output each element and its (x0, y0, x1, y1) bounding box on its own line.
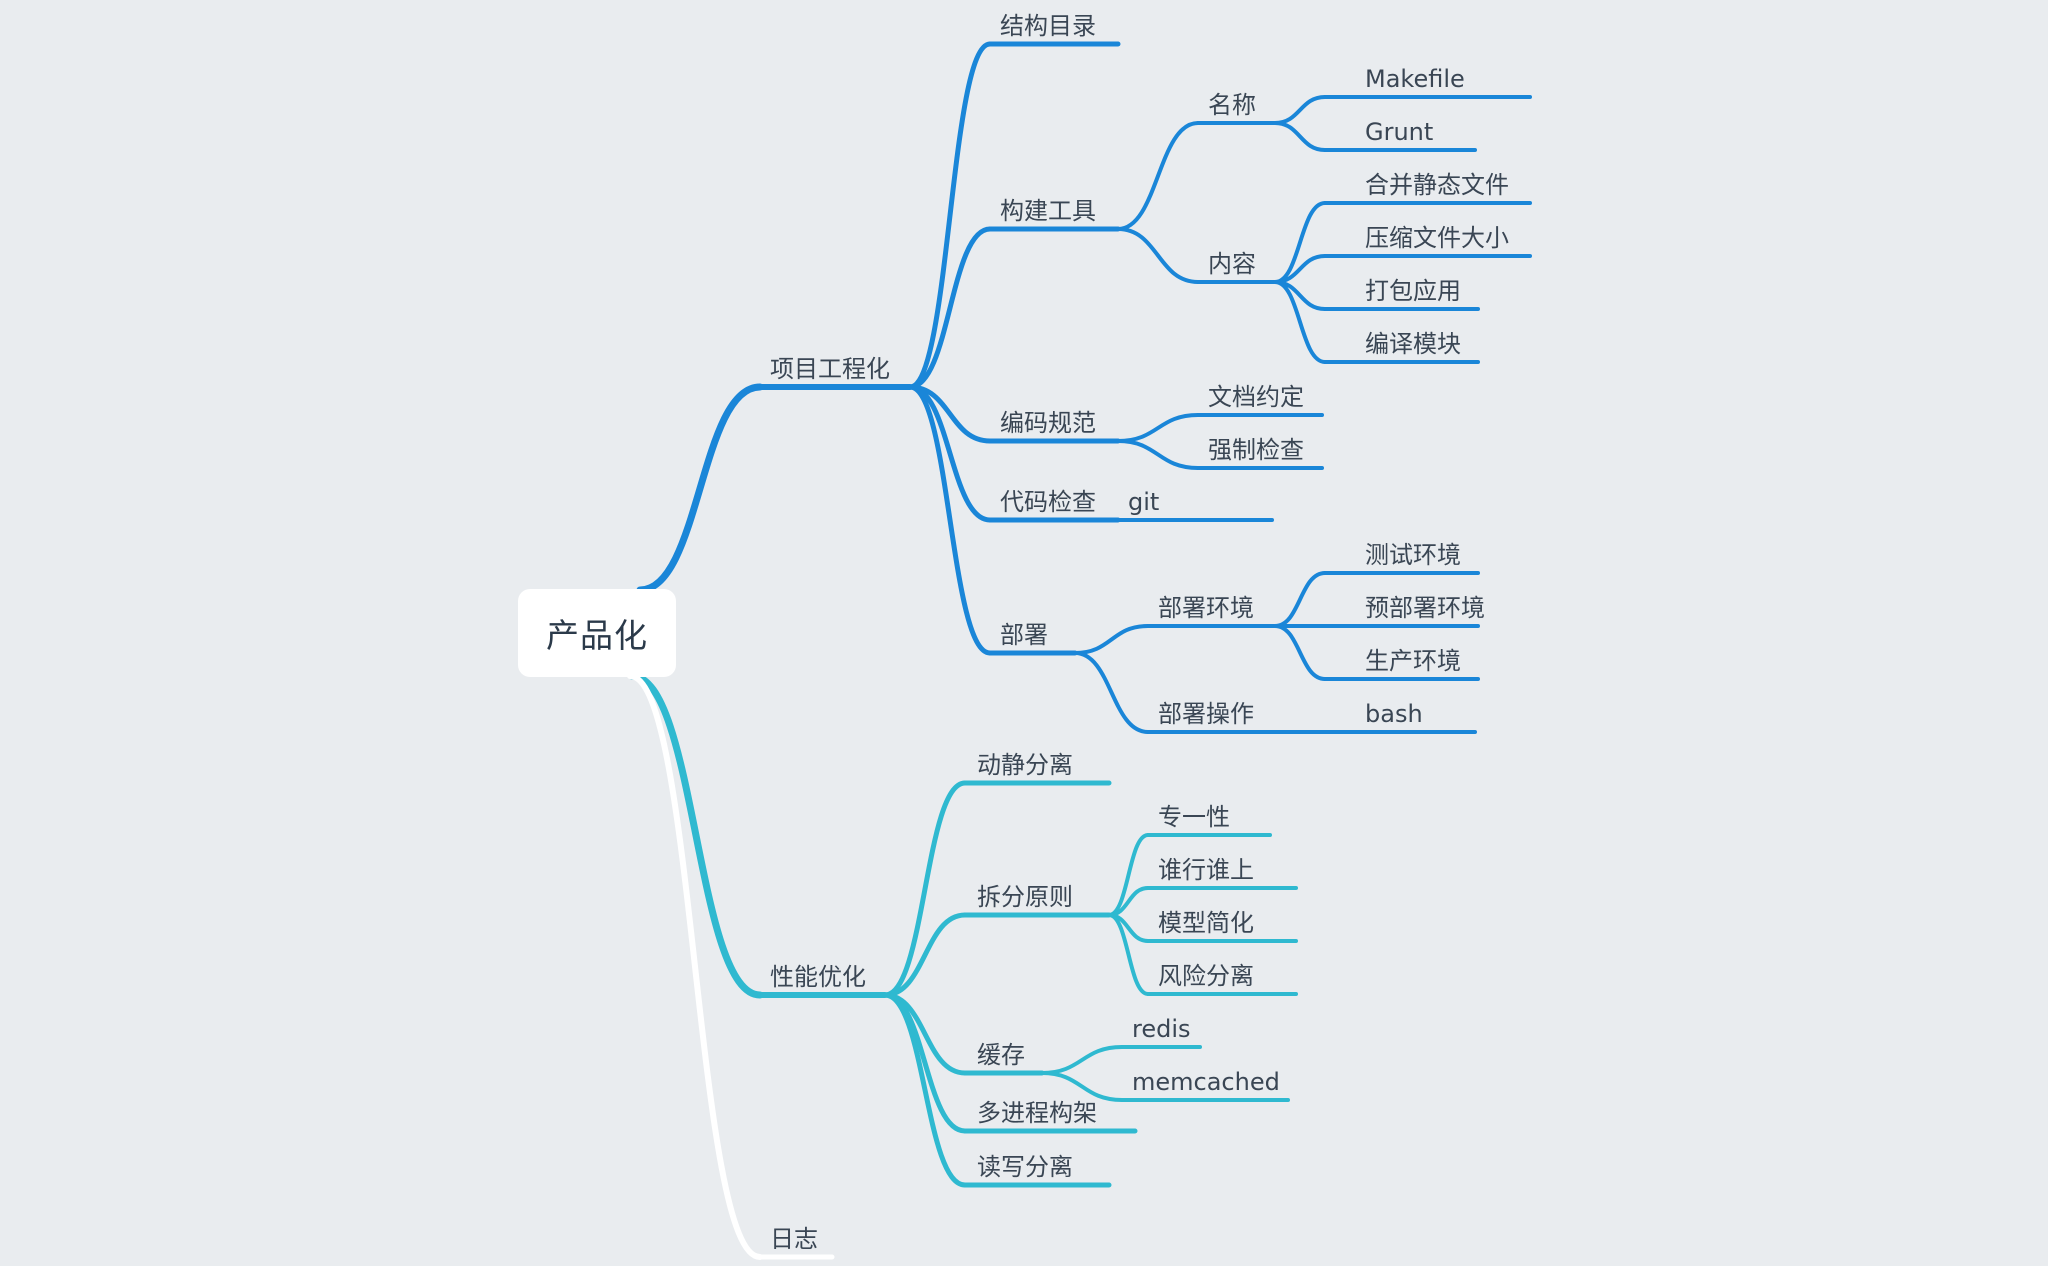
connector (628, 672, 764, 999)
node-label[interactable]: 编码规范 (1000, 409, 1096, 437)
node-label[interactable]: 部署操作 (1158, 700, 1254, 728)
branch-label[interactable]: 日志 (770, 1225, 818, 1253)
connector (882, 992, 968, 1134)
connector (1116, 439, 1200, 470)
node-label[interactable]: 拆分原则 (977, 883, 1073, 911)
branch-label[interactable]: 性能优化 (770, 963, 866, 991)
connector (1040, 1045, 1124, 1075)
root-node-label: 产品化 (546, 616, 648, 655)
node-label[interactable]: 多进程构架 (977, 1099, 1097, 1127)
connector (1116, 413, 1200, 443)
connector (882, 780, 968, 998)
node-label[interactable]: 专一性 (1158, 803, 1230, 831)
node-label[interactable]: memcached (1132, 1068, 1280, 1096)
connector (1273, 95, 1327, 125)
connector (627, 673, 763, 1260)
connector (1273, 624, 1327, 681)
node-label[interactable]: 代码检查 (1000, 488, 1096, 516)
node-label[interactable]: 文档约定 (1208, 383, 1304, 411)
branch-label[interactable]: 项目工程化 (770, 355, 890, 383)
connector (1116, 121, 1200, 231)
node-label[interactable]: Makefile (1365, 65, 1465, 93)
node-label[interactable]: 结构目录 (1000, 12, 1096, 40)
node-label[interactable]: 谁行谁上 (1158, 856, 1254, 884)
node-label[interactable]: 打包应用 (1365, 277, 1461, 305)
connector (907, 41, 993, 390)
node-label[interactable]: 模型简化 (1158, 909, 1254, 937)
node-label[interactable]: bash (1365, 700, 1423, 728)
connector (907, 384, 993, 523)
node-label[interactable]: 动静分离 (977, 751, 1073, 779)
connector (1273, 121, 1327, 152)
connector (1273, 280, 1327, 364)
connector (907, 384, 993, 656)
node-label[interactable]: 测试环境 (1365, 541, 1461, 569)
connector (1273, 201, 1327, 284)
connector (882, 912, 968, 998)
node-label[interactable]: 缓存 (977, 1041, 1025, 1069)
connector (882, 992, 968, 1188)
node-label[interactable]: 合并静态文件 (1365, 171, 1509, 199)
connector (1073, 624, 1150, 655)
node-label[interactable]: 名称 (1208, 91, 1256, 119)
connector (1116, 227, 1200, 284)
connector (1073, 651, 1150, 734)
connector (907, 226, 993, 390)
node-label[interactable]: 编译模块 (1365, 330, 1461, 358)
connector (1107, 913, 1150, 996)
node-label[interactable]: 内容 (1208, 250, 1256, 278)
node-label[interactable]: 部署环境 (1158, 594, 1254, 622)
connector (636, 383, 764, 594)
node-label[interactable]: redis (1132, 1015, 1191, 1043)
node-label[interactable]: 强制检查 (1208, 436, 1304, 464)
node-label[interactable]: 预部署环境 (1365, 594, 1485, 622)
node-label[interactable]: git (1128, 488, 1160, 516)
node-label[interactable]: 读写分离 (977, 1153, 1073, 1181)
connector (1273, 571, 1327, 628)
node-label[interactable]: 风险分离 (1158, 962, 1254, 990)
node-label[interactable]: 构建工具 (1000, 197, 1096, 225)
node-label[interactable]: Grunt (1365, 118, 1434, 146)
connector (1040, 1071, 1124, 1102)
node-label[interactable]: 压缩文件大小 (1365, 224, 1509, 252)
root-node[interactable]: 产品化 (518, 589, 676, 677)
node-label[interactable]: 生产环境 (1365, 647, 1461, 675)
node-label[interactable]: 部署 (1000, 621, 1048, 649)
